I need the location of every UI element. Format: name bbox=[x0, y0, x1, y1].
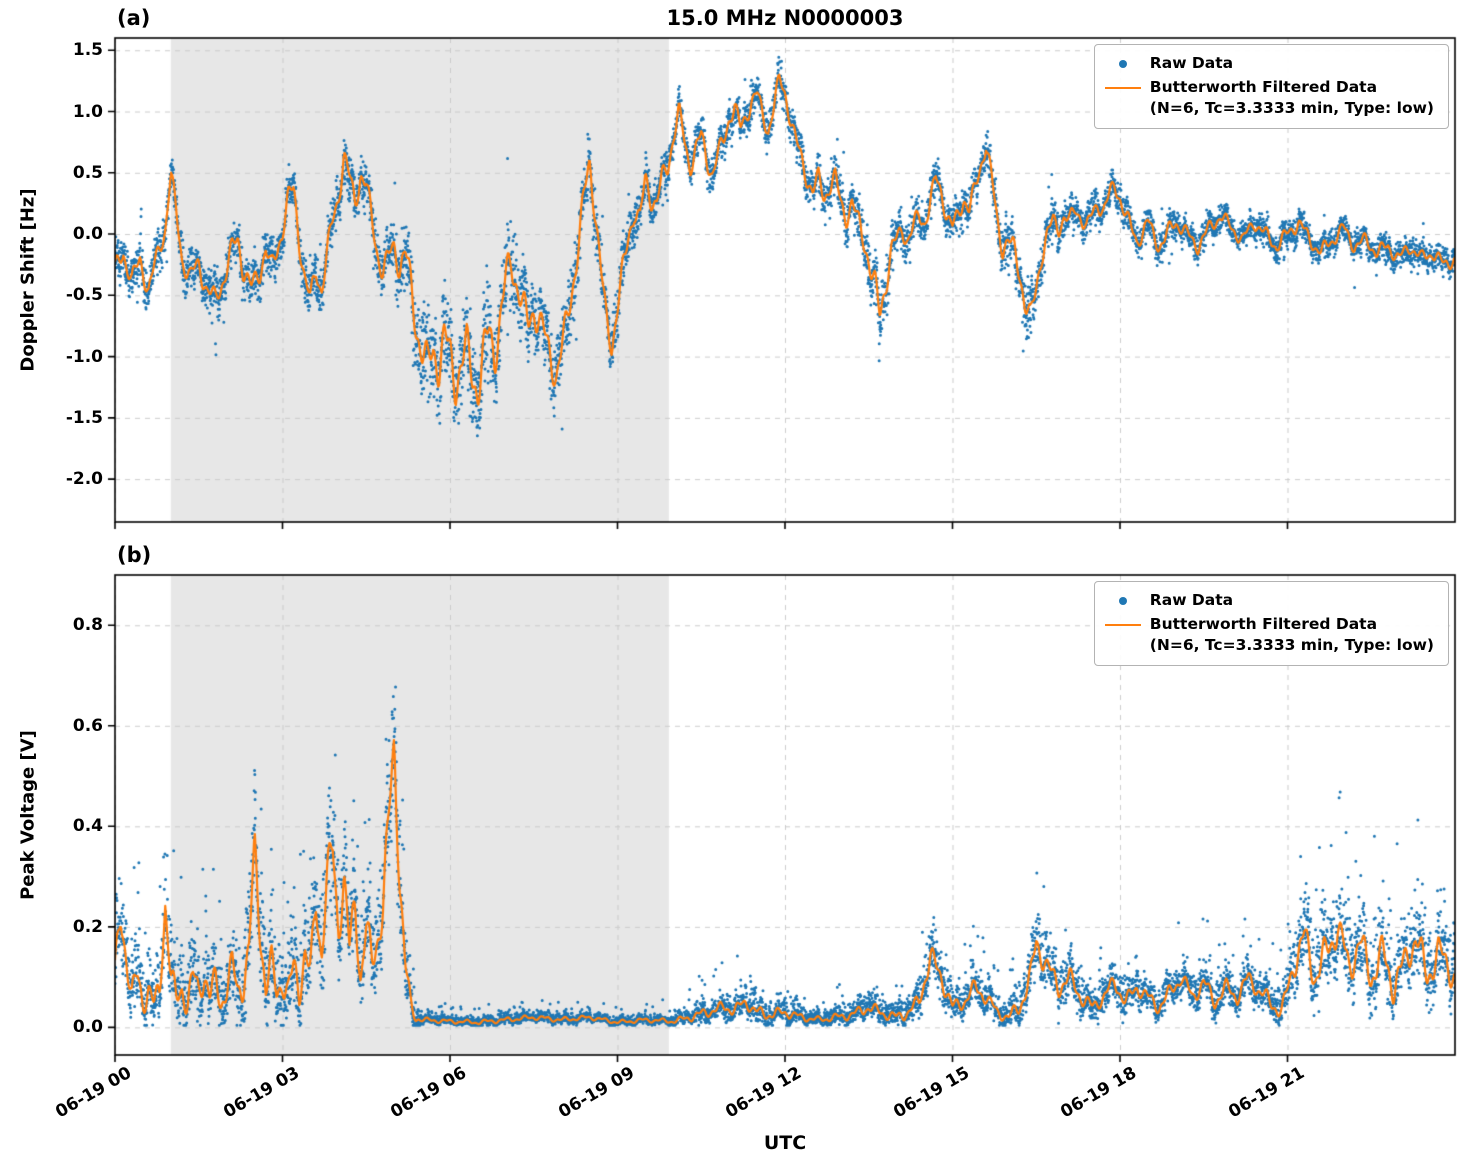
legend-raw-label: Raw Data bbox=[1149, 591, 1234, 609]
chart-title: 15.0 MHz N0000003 bbox=[666, 6, 904, 30]
legend-filtered-label: Butterworth Filtered Data (N=6, Tc=3.333… bbox=[1150, 614, 1434, 656]
legend-row-filtered: Butterworth Filtered Data (N=6, Tc=3.333… bbox=[1104, 614, 1434, 656]
panel-b-label: (b) bbox=[117, 543, 152, 567]
y-axis-label-doppler: Doppler Shift [Hz] bbox=[17, 188, 39, 372]
legend-panel-b: Raw Data Butterworth Filtered Data (N=6,… bbox=[1093, 581, 1449, 666]
legend-filtered-label-line2: (N=6, Tc=3.3333 min, Type: low) bbox=[1149, 98, 1434, 117]
legend-row-raw: Raw Data bbox=[1105, 53, 1434, 74]
legend-filtered-label-line1: Butterworth Filtered Data bbox=[1149, 78, 1378, 96]
legend-panel-a: Raw Data Butterworth Filtered Data (N=6,… bbox=[1093, 44, 1449, 129]
legend-filtered-label: Butterworth Filtered Data (N=6, Tc=3.333… bbox=[1150, 77, 1434, 119]
legend-row-filtered: Butterworth Filtered Data (N=6, Tc=3.333… bbox=[1104, 77, 1434, 119]
panel-a-label: (a) bbox=[117, 6, 151, 30]
raw-data-dot-marker bbox=[1105, 590, 1141, 611]
x-axis-label-utc: UTC bbox=[763, 1132, 807, 1154]
legend-filtered-label-line2: (N=6, Tc=3.3333 min, Type: low) bbox=[1149, 635, 1434, 654]
legend-row-raw: Raw Data bbox=[1105, 590, 1434, 611]
filtered-line-marker bbox=[1104, 614, 1141, 635]
y-axis-label-voltage: Peak Voltage [V] bbox=[17, 730, 39, 900]
filtered-line-marker bbox=[1104, 77, 1141, 98]
legend-filtered-label-line1: Butterworth Filtered Data bbox=[1149, 615, 1378, 633]
legend-raw-label: Raw Data bbox=[1149, 54, 1234, 72]
raw-data-dot-marker bbox=[1105, 53, 1141, 74]
